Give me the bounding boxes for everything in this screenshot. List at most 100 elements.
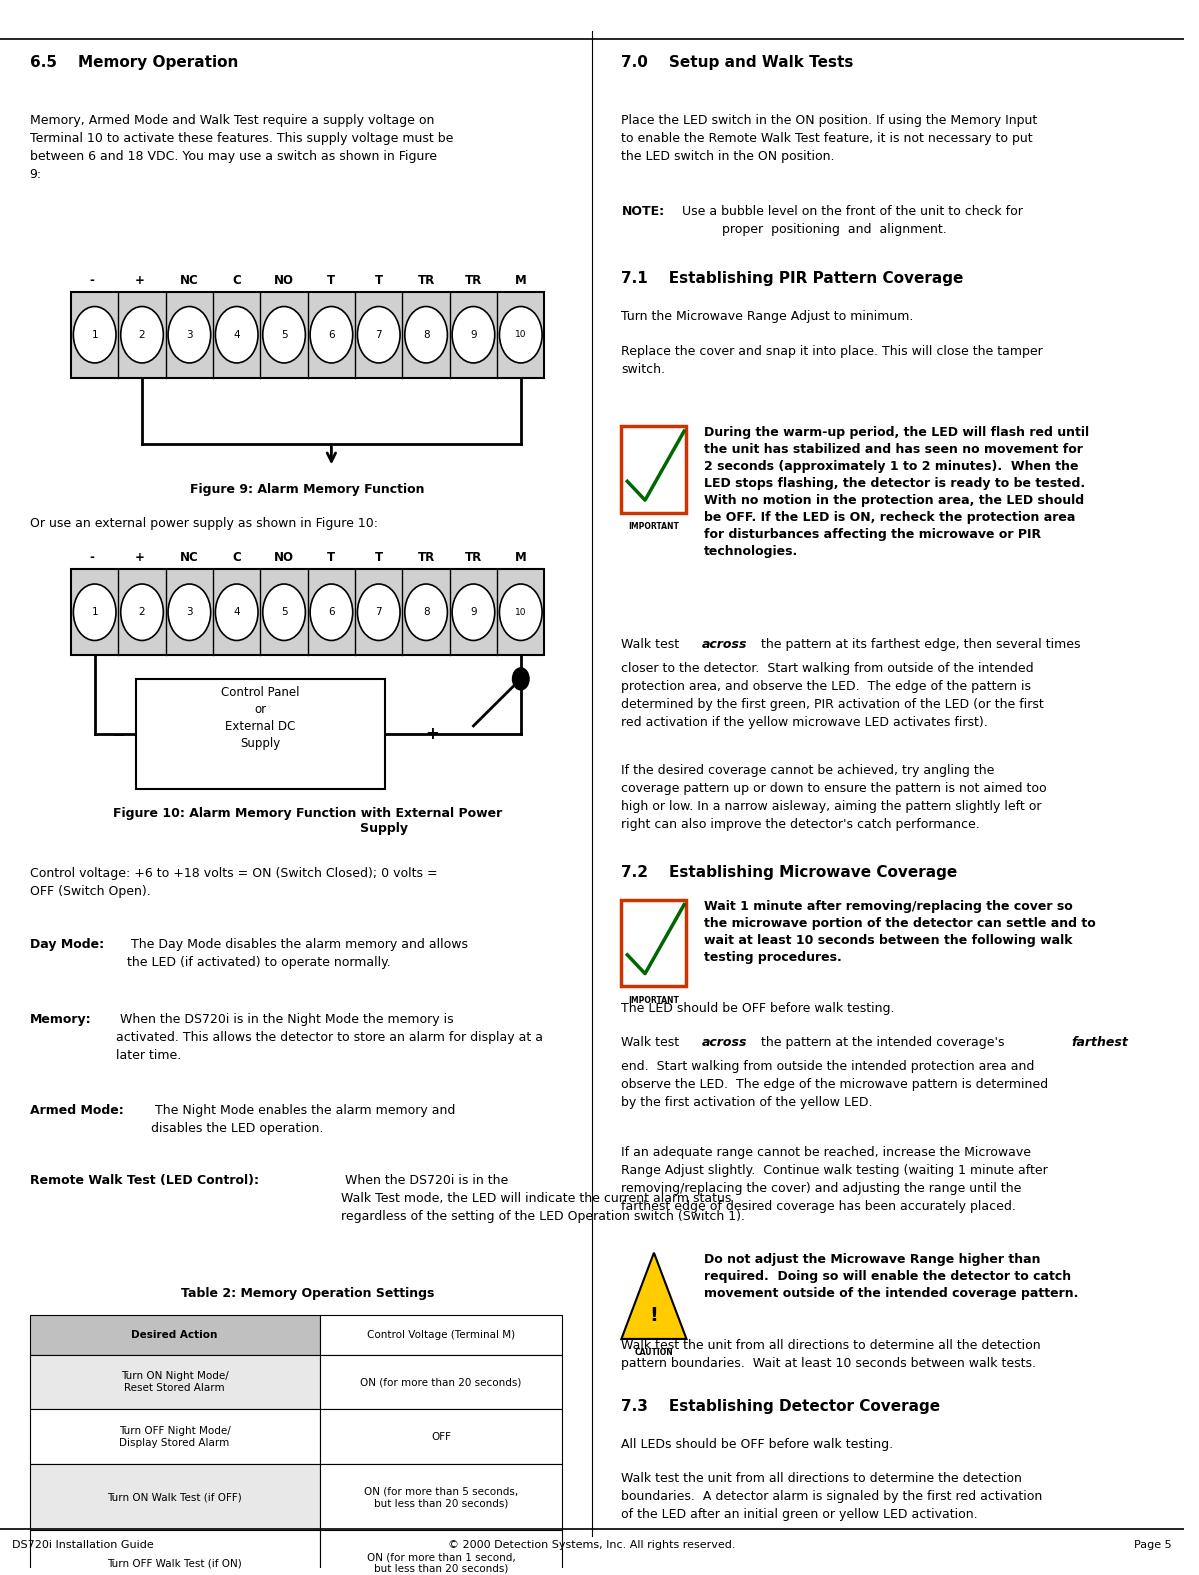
Text: M: M <box>514 274 526 287</box>
Text: 7: 7 <box>375 329 382 340</box>
Text: OFF: OFF <box>430 1432 451 1443</box>
Circle shape <box>263 584 306 641</box>
Text: !: ! <box>650 1306 658 1325</box>
Text: +: + <box>135 274 149 287</box>
Text: Figure 10: Alarm Memory Function with External Power
                           : Figure 10: Alarm Memory Function with Ex… <box>113 808 502 835</box>
Text: Turn ON Night Mode/
Reset Stored Alarm: Turn ON Night Mode/ Reset Stored Alarm <box>121 1372 229 1392</box>
Text: TR: TR <box>417 274 435 287</box>
FancyBboxPatch shape <box>320 1465 562 1531</box>
Text: the pattern at its farthest edge, then several times: the pattern at its farthest edge, then s… <box>758 638 1081 650</box>
Text: across: across <box>701 638 747 650</box>
Text: If an adequate range cannot be reached, increase the Microwave
Range Adjust slig: If an adequate range cannot be reached, … <box>621 1147 1048 1213</box>
Text: Memory, Armed Mode and Walk Test require a supply voltage on
Terminal 10 to acti: Memory, Armed Mode and Walk Test require… <box>30 115 453 181</box>
FancyBboxPatch shape <box>621 427 687 513</box>
Text: TR: TR <box>465 274 482 287</box>
Text: end.  Start walking from outside the intended protection area and
observe the LE: end. Start walking from outside the inte… <box>621 1060 1048 1109</box>
Circle shape <box>311 307 353 362</box>
Text: 2: 2 <box>139 608 145 617</box>
Text: −: − <box>112 724 126 743</box>
Text: Place the LED switch in the ON position. If using the Memory Input
to enable the: Place the LED switch in the ON position.… <box>621 115 1037 164</box>
Text: 2: 2 <box>139 329 145 340</box>
Text: The Night Mode enables the alarm memory and
disables the LED operation.: The Night Mode enables the alarm memory … <box>151 1104 456 1134</box>
Text: 7.3    Establishing Detector Coverage: 7.3 Establishing Detector Coverage <box>621 1399 940 1413</box>
Text: Armed Mode:: Armed Mode: <box>30 1104 123 1117</box>
FancyBboxPatch shape <box>320 1410 562 1465</box>
Circle shape <box>405 307 447 362</box>
Text: NC: NC <box>180 551 199 564</box>
Text: T: T <box>374 274 382 287</box>
Text: Control Panel
or
External DC
Supply: Control Panel or External DC Supply <box>221 687 300 750</box>
Circle shape <box>452 584 495 641</box>
Text: Or use an external power supply as shown in Figure 10:: Or use an external power supply as shown… <box>30 517 378 531</box>
Circle shape <box>73 307 116 362</box>
Text: Use a bubble level on the front of the unit to check for
           proper  posi: Use a bubble level on the front of the u… <box>679 205 1023 236</box>
Text: 9: 9 <box>470 329 477 340</box>
Text: T: T <box>374 551 382 564</box>
Text: Page 5: Page 5 <box>1134 1540 1171 1550</box>
Text: NOTE:: NOTE: <box>621 205 664 219</box>
Circle shape <box>73 584 116 641</box>
Circle shape <box>405 584 447 641</box>
FancyBboxPatch shape <box>30 1531 320 1575</box>
Circle shape <box>168 307 211 362</box>
Text: The Day Mode disables the alarm memory and allows
the LED (if activated) to oper: The Day Mode disables the alarm memory a… <box>127 937 468 969</box>
Text: 7.2    Establishing Microwave Coverage: 7.2 Establishing Microwave Coverage <box>621 865 958 880</box>
FancyBboxPatch shape <box>30 1354 320 1410</box>
Text: 4: 4 <box>234 329 240 340</box>
Text: C: C <box>233 274 241 287</box>
Text: ON (for more than 1 second,
but less than 20 seconds): ON (for more than 1 second, but less tha… <box>367 1553 516 1573</box>
Circle shape <box>121 584 163 641</box>
Circle shape <box>357 584 400 641</box>
Text: Day Mode:: Day Mode: <box>30 937 104 951</box>
Circle shape <box>311 584 353 641</box>
Circle shape <box>121 307 163 362</box>
Text: NO: NO <box>275 274 294 287</box>
Text: 8: 8 <box>423 329 429 340</box>
Text: the pattern at the intended coverage's: the pattern at the intended coverage's <box>758 1036 1010 1049</box>
Text: Control Voltage (Terminal M): Control Voltage (Terminal M) <box>367 1329 514 1340</box>
FancyBboxPatch shape <box>30 1410 320 1465</box>
Text: NC: NC <box>180 274 199 287</box>
Text: +: + <box>135 551 149 564</box>
Circle shape <box>500 307 542 362</box>
Text: ON (for more than 5 seconds,
but less than 20 seconds): ON (for more than 5 seconds, but less th… <box>363 1487 518 1509</box>
Circle shape <box>263 307 306 362</box>
FancyBboxPatch shape <box>621 899 687 986</box>
Text: 4: 4 <box>234 608 240 617</box>
Circle shape <box>512 668 529 690</box>
Text: Replace the cover and snap it into place. This will close the tamper
switch.: Replace the cover and snap it into place… <box>621 345 1043 376</box>
Text: Turn the Microwave Range Adjust to minimum.: Turn the Microwave Range Adjust to minim… <box>621 310 914 323</box>
Polygon shape <box>621 1252 687 1339</box>
Text: 10: 10 <box>516 331 526 339</box>
Text: 1: 1 <box>91 329 98 340</box>
Text: Turn OFF Night Mode/
Display Stored Alarm: Turn OFF Night Mode/ Display Stored Alar… <box>119 1425 230 1447</box>
Circle shape <box>216 584 258 641</box>
FancyBboxPatch shape <box>30 1315 320 1354</box>
Text: CAUTION: CAUTION <box>634 1348 674 1358</box>
Text: TR: TR <box>465 551 482 564</box>
Text: 3: 3 <box>186 608 193 617</box>
Text: TR: TR <box>417 551 435 564</box>
Text: Wait 1 minute after removing/replacing the cover so
the microwave portion of the: Wait 1 minute after removing/replacing t… <box>704 899 1096 964</box>
Text: Desired Action: Desired Action <box>132 1329 218 1340</box>
Text: 6.5    Memory Operation: 6.5 Memory Operation <box>30 55 237 69</box>
FancyBboxPatch shape <box>320 1354 562 1410</box>
Circle shape <box>452 307 495 362</box>
Text: 10: 10 <box>516 608 526 617</box>
Text: 3: 3 <box>186 329 193 340</box>
Text: Walk test: Walk test <box>621 638 683 650</box>
Text: Control voltage: +6 to +18 volts = ON (Switch Closed); 0 volts =
OFF (Switch Ope: Control voltage: +6 to +18 volts = ON (S… <box>30 866 438 898</box>
Text: 5: 5 <box>281 329 288 340</box>
Text: © 2000 Detection Systems, Inc. All rights reserved.: © 2000 Detection Systems, Inc. All right… <box>448 1540 735 1550</box>
FancyBboxPatch shape <box>30 1465 320 1531</box>
Text: 8: 8 <box>423 608 429 617</box>
Text: Remote Walk Test (LED Control):: Remote Walk Test (LED Control): <box>30 1175 259 1188</box>
FancyBboxPatch shape <box>320 1315 562 1354</box>
FancyBboxPatch shape <box>71 291 544 378</box>
FancyBboxPatch shape <box>71 569 544 655</box>
Text: T: T <box>327 551 336 564</box>
Text: 7.0    Setup and Walk Tests: 7.0 Setup and Walk Tests <box>621 55 854 69</box>
Text: -: - <box>90 551 100 564</box>
Circle shape <box>357 307 400 362</box>
FancyBboxPatch shape <box>320 1531 562 1575</box>
